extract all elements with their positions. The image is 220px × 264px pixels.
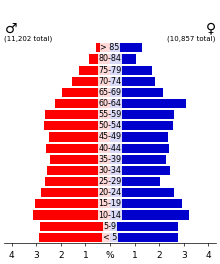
- Text: 65-69: 65-69: [98, 88, 122, 97]
- Bar: [44, 121, 110, 130]
- Bar: [45, 110, 110, 119]
- Bar: [46, 144, 110, 153]
- Bar: [49, 133, 110, 142]
- Text: 30-34: 30-34: [99, 166, 121, 175]
- Text: < 5: < 5: [103, 233, 117, 242]
- Bar: [110, 144, 169, 153]
- Text: 10-14: 10-14: [99, 210, 121, 219]
- Bar: [110, 77, 156, 86]
- Bar: [72, 77, 110, 86]
- Text: ♀: ♀: [205, 22, 216, 36]
- Bar: [110, 177, 160, 186]
- Text: 70-74: 70-74: [98, 77, 122, 86]
- Text: 40-44: 40-44: [99, 144, 121, 153]
- Bar: [35, 199, 110, 209]
- Bar: [110, 54, 136, 64]
- Bar: [110, 110, 174, 119]
- Bar: [33, 210, 110, 220]
- Text: 15-19: 15-19: [98, 199, 122, 208]
- Text: 25-29: 25-29: [98, 177, 122, 186]
- Bar: [110, 43, 142, 52]
- Bar: [62, 88, 110, 97]
- Text: ♂: ♂: [4, 22, 17, 36]
- Text: (10,857 total): (10,857 total): [167, 35, 216, 42]
- Bar: [50, 155, 110, 164]
- Bar: [55, 99, 110, 108]
- Bar: [89, 54, 110, 64]
- Text: 75-79: 75-79: [98, 66, 122, 75]
- Bar: [110, 99, 186, 108]
- Text: 35-39: 35-39: [98, 155, 122, 164]
- Bar: [110, 65, 152, 75]
- Bar: [41, 188, 110, 197]
- Text: (11,202 total): (11,202 total): [4, 35, 53, 42]
- Bar: [97, 43, 110, 52]
- Text: 50-54: 50-54: [98, 121, 122, 130]
- Text: 5-9: 5-9: [103, 222, 117, 231]
- Bar: [40, 221, 110, 231]
- Text: 80-84: 80-84: [99, 54, 121, 63]
- Bar: [79, 65, 110, 75]
- Text: 55-59: 55-59: [98, 110, 122, 119]
- Bar: [110, 221, 178, 231]
- Bar: [110, 88, 163, 97]
- Bar: [39, 233, 110, 242]
- Bar: [110, 166, 170, 175]
- Bar: [110, 133, 168, 142]
- Bar: [110, 199, 182, 209]
- Bar: [110, 155, 167, 164]
- Bar: [110, 121, 173, 130]
- Bar: [47, 166, 110, 175]
- Bar: [110, 210, 189, 220]
- Text: 45-49: 45-49: [98, 133, 122, 142]
- Bar: [110, 233, 178, 242]
- Text: 20-24: 20-24: [98, 188, 122, 197]
- Bar: [45, 177, 110, 186]
- Bar: [110, 188, 174, 197]
- Text: 60-64: 60-64: [99, 99, 121, 108]
- Text: > 85: > 85: [100, 43, 120, 52]
